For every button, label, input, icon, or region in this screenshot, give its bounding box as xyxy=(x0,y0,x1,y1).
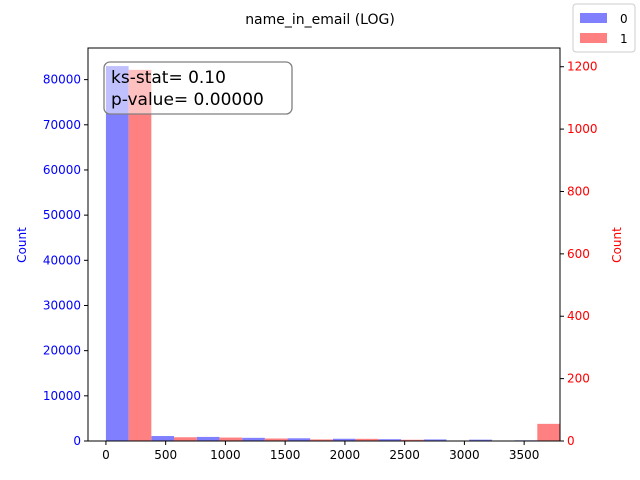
y-right-tick-label: 400 xyxy=(567,309,590,323)
bar-series-0-bin-6 xyxy=(378,439,402,441)
legend: 0 1 xyxy=(572,3,636,53)
ks-stat-text: ks-stat= 0.10 xyxy=(111,68,226,88)
legend-swatch-1 xyxy=(580,33,607,43)
bar-series-0-bin-8 xyxy=(469,439,492,441)
plot-frame xyxy=(87,47,561,442)
y-left-tick-label: 0 xyxy=(73,434,81,448)
bar-series-1-bin-5 xyxy=(355,438,379,441)
x-tick-label: 2000 xyxy=(330,448,361,462)
y-right-tick-label: 1200 xyxy=(567,60,598,74)
y-right-tick-label: 800 xyxy=(567,184,590,198)
x-tick-label: 1500 xyxy=(270,448,301,462)
y-axis-left-label: Count xyxy=(15,227,29,263)
bar-series-0-bin-7 xyxy=(423,439,447,441)
bar-series-1-bin-3 xyxy=(264,438,288,441)
bar-series-0-bin-1 xyxy=(151,436,175,441)
p-value-text: p-value= 0.00000 xyxy=(111,90,264,110)
bar-series-1-bin-4 xyxy=(310,439,333,441)
y-right-tick-label: 200 xyxy=(567,372,590,386)
y-left-tick-label: 60000 xyxy=(43,163,81,177)
y-left-tick-label: 80000 xyxy=(43,73,81,87)
y-right-tick-label: 600 xyxy=(567,247,590,261)
y-left-tick-label: 10000 xyxy=(43,389,81,403)
legend-label-0: 0 xyxy=(620,12,628,26)
y-axis-right-label: Count xyxy=(610,227,624,263)
stats-annotation: ks-stat= 0.10 p-value= 0.00000 xyxy=(103,61,293,115)
bar-series-1-bin-1 xyxy=(174,437,197,441)
y-axis-left: 0 10000 20000 30000 40000 50000 60000 70000 8000… xyxy=(43,73,88,448)
bar-series-0-bin-0 xyxy=(105,66,129,441)
y-left-tick-label: 20000 xyxy=(43,344,81,358)
y-right-tick-label: 0 xyxy=(567,434,575,448)
x-tick-label: 1000 xyxy=(210,448,241,462)
bar-series-0-bin-2 xyxy=(196,436,220,441)
stats-box xyxy=(103,61,293,115)
chart-title: name_in_email (LOG) xyxy=(245,12,395,28)
y-left-tick-label: 50000 xyxy=(43,208,81,222)
bar-series-1-bin-0 xyxy=(128,69,152,441)
x-tick-label: 500 xyxy=(154,448,177,462)
bar-series-1-bin-2 xyxy=(219,437,243,441)
legend-label-1: 1 xyxy=(620,32,628,46)
y-right-tick-label: 1000 xyxy=(567,122,598,136)
x-tick-label: 3500 xyxy=(509,448,540,462)
bar-series-0-bin-5 xyxy=(332,438,356,441)
y-left-tick-label: 30000 xyxy=(43,298,81,312)
y-axis-right: 0 200 400 600 800 1000 1200 xyxy=(560,60,598,448)
x-tick-label: 2500 xyxy=(389,448,420,462)
y-left-tick-label: 40000 xyxy=(43,253,81,267)
x-axis: 0 500 1000 1500 2000 2500 3000 3500 xyxy=(102,441,539,462)
bar-series-1-bin-6 xyxy=(401,439,424,441)
bar-series-0-bin-4 xyxy=(287,438,311,441)
legend-swatch-0 xyxy=(580,13,607,23)
bar-series-0-bin-3 xyxy=(242,437,265,441)
y-left-tick-label: 70000 xyxy=(43,118,81,132)
x-tick-label: 3000 xyxy=(449,448,480,462)
x-tick-label: 0 xyxy=(102,448,110,462)
bar-series-1-bin-9 xyxy=(537,423,560,441)
bars-group xyxy=(105,66,560,441)
